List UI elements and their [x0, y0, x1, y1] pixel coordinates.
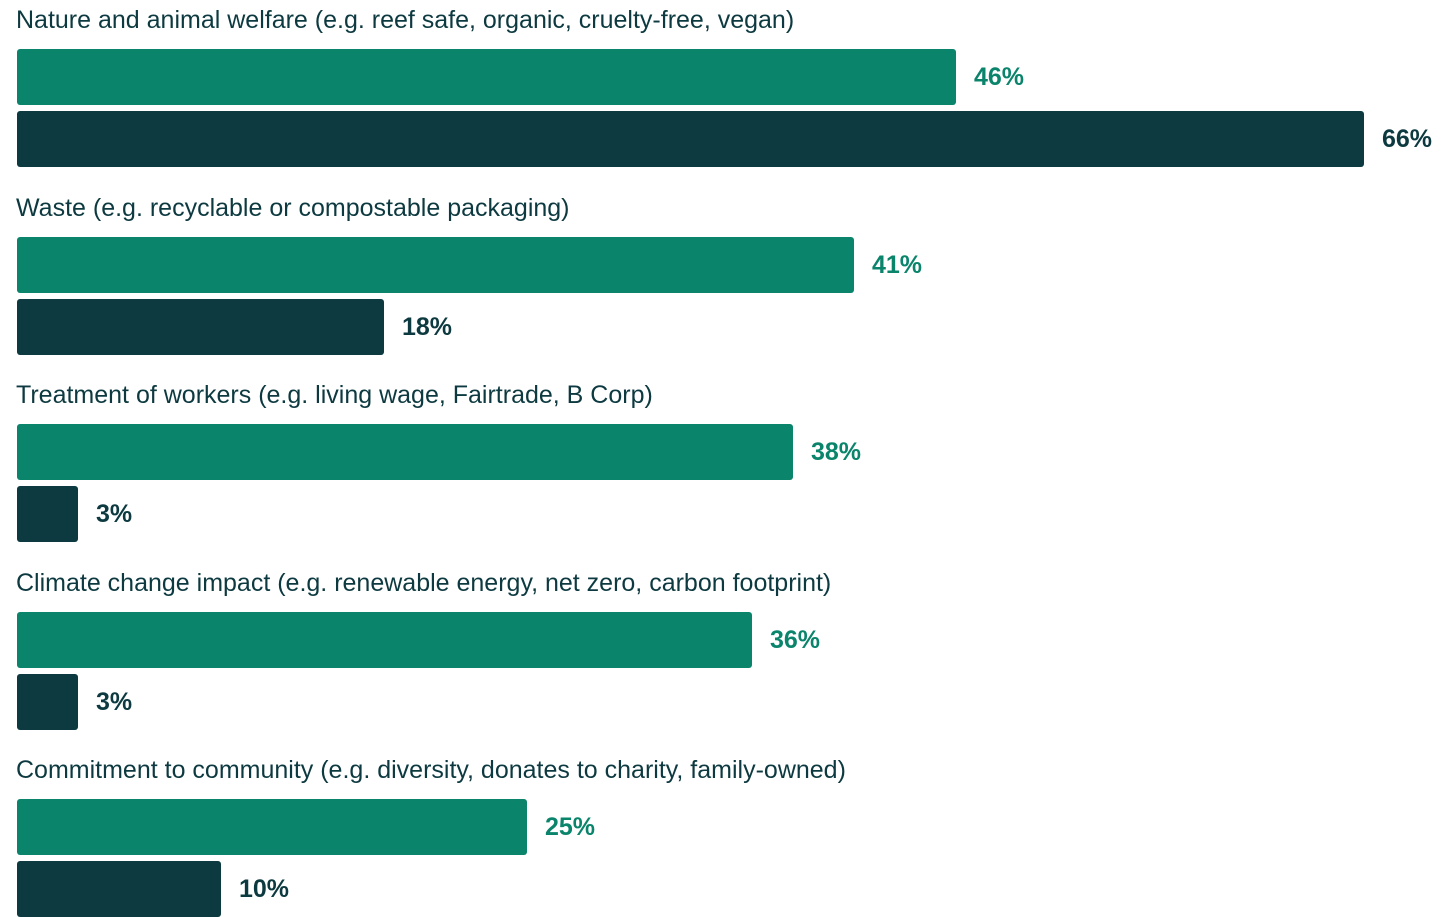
category-label: Waste (e.g. recyclable or compostable pa…	[16, 193, 570, 222]
bar-series-1	[17, 236, 854, 293]
bar-series-2	[17, 111, 1364, 167]
bar-series-2	[17, 861, 221, 917]
bar-series-1	[17, 611, 752, 668]
category-label: Nature and animal welfare (e.g. reef saf…	[16, 6, 795, 34]
bar-series-1	[17, 424, 793, 480]
bar-value-label: 3%	[96, 687, 133, 716]
bar-value-label: 18%	[402, 312, 453, 341]
bar-series-2	[17, 486, 78, 542]
bar-value-label: 46%	[974, 63, 1025, 91]
bar-value-label: 25%	[545, 813, 596, 841]
bar-series-1	[17, 49, 956, 105]
category-label: Climate change impact (e.g. renewable en…	[16, 568, 832, 597]
bar-value-label: 66%	[1382, 125, 1433, 153]
bar-series-2	[17, 673, 78, 730]
bar-value-label: 38%	[811, 438, 862, 466]
bar-value-label: 41%	[872, 250, 923, 279]
bar-value-label: 10%	[239, 875, 290, 903]
bar-value-label: 3%	[96, 500, 133, 528]
bar-series-1	[17, 799, 527, 855]
category-label: Commitment to community (e.g. diversity,…	[16, 756, 846, 784]
bar-value-label: 36%	[770, 625, 821, 654]
bar-series-2	[17, 298, 384, 355]
category-label: Treatment of workers (e.g. living wage, …	[16, 381, 653, 409]
